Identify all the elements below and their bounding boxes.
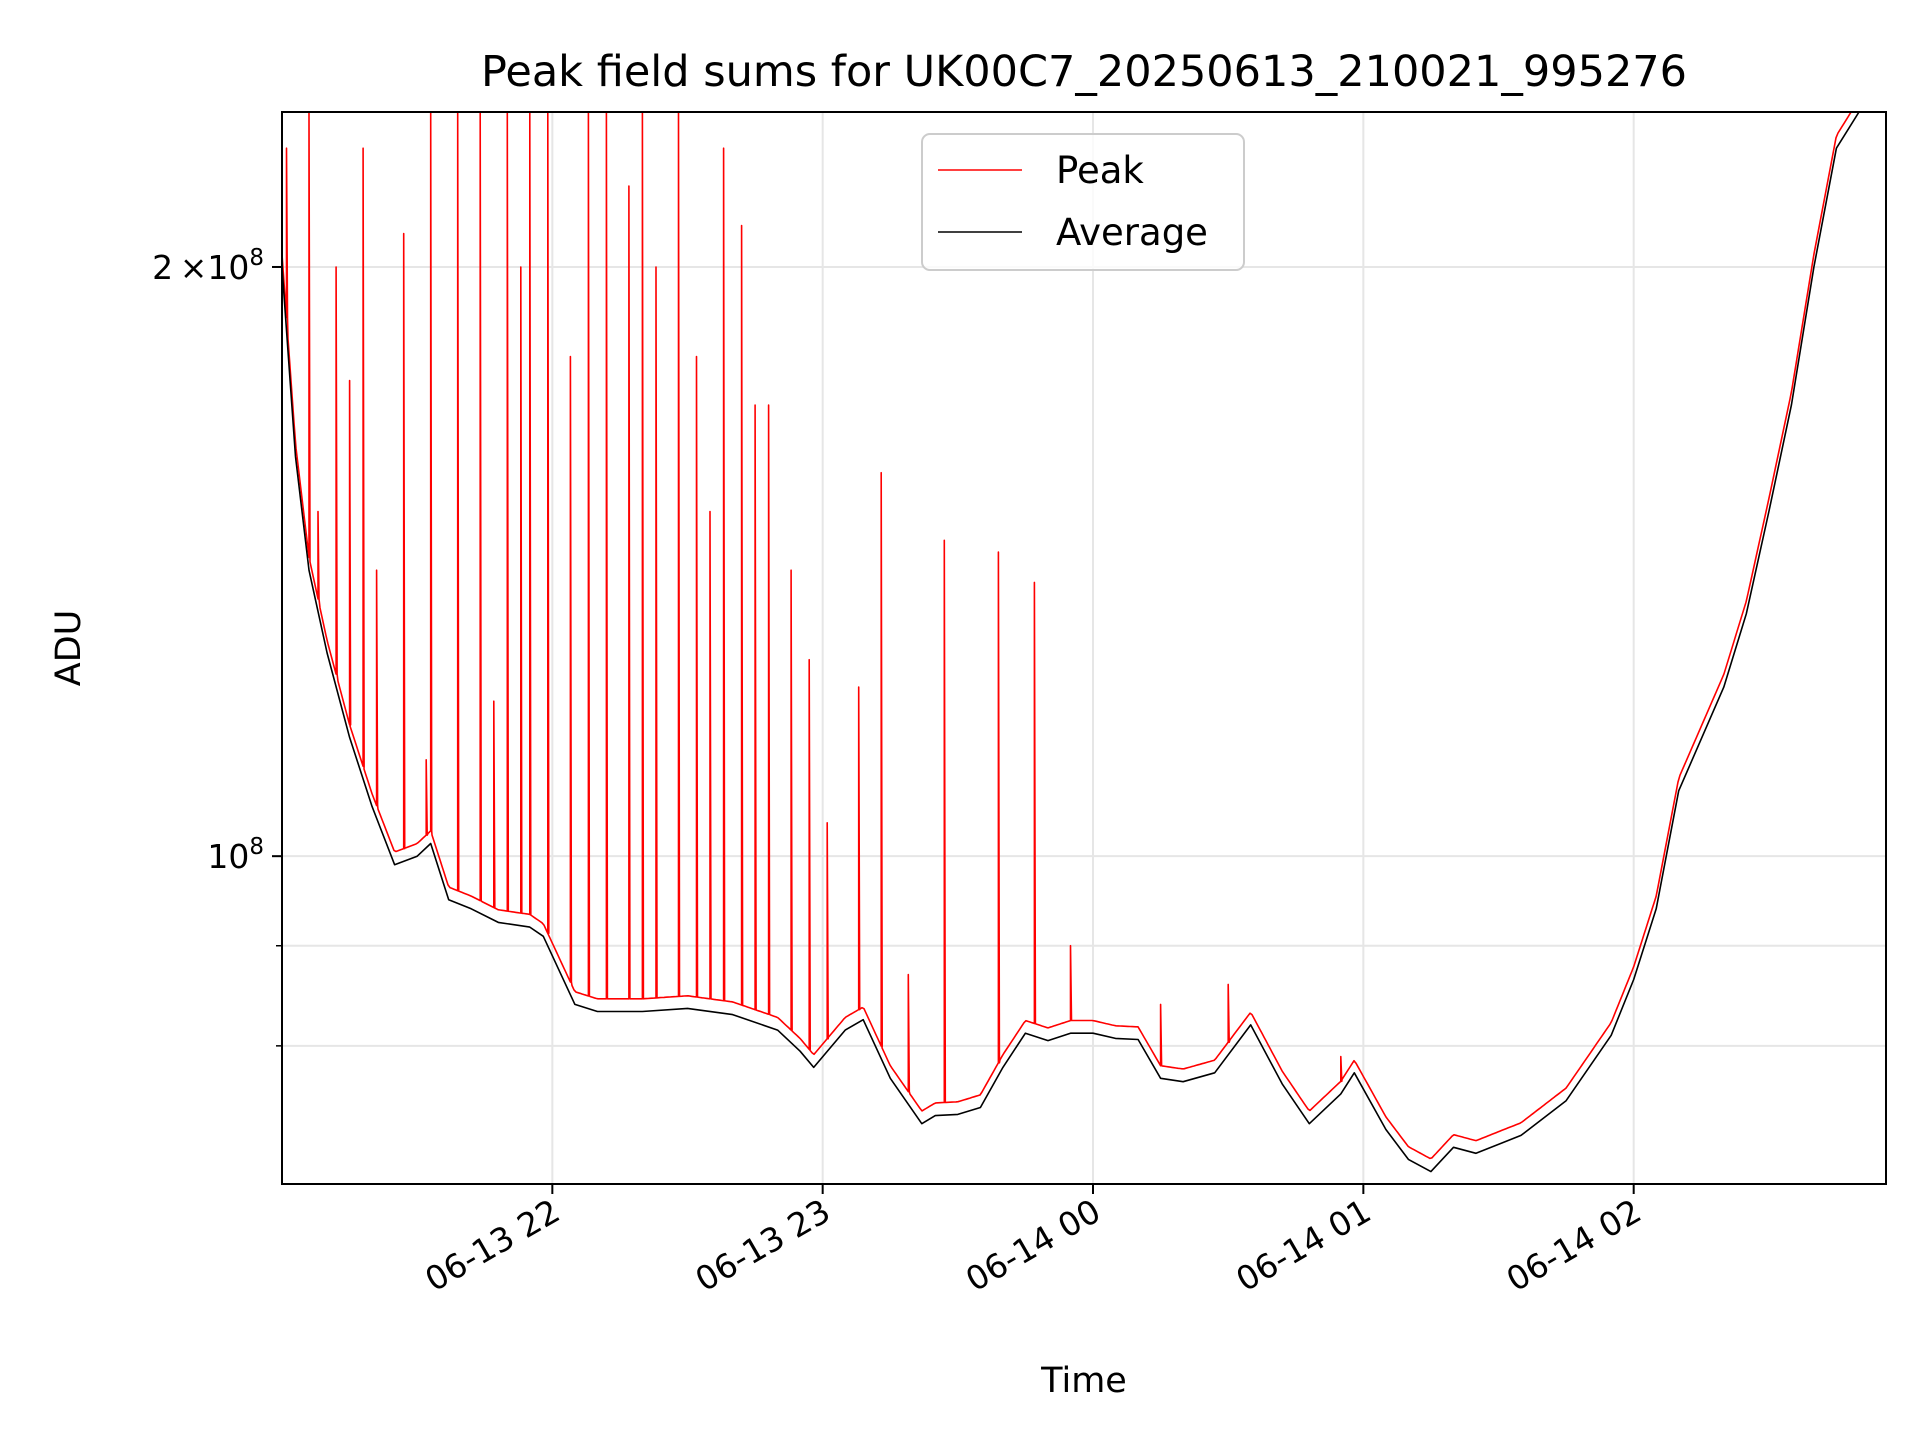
y-tick-label: 2 ×108 [152, 245, 264, 287]
legend-box [921, 133, 1245, 271]
x-axis-label: Time [1040, 1361, 1127, 1401]
chart-title: Peak field sums for UK00C7_20250613_2100… [481, 47, 1687, 97]
plot-frame [281, 111, 1887, 1185]
legend-label-average: Average [1056, 211, 1208, 254]
legend-label-peak: Peak [1056, 149, 1144, 192]
series-line-peak [282, 112, 1853, 1160]
y-tick-label: 108 [207, 834, 264, 876]
plot-area [282, 112, 1860, 1173]
y-axis-label: ADU [49, 610, 89, 687]
legend: Peak Average [921, 133, 1245, 271]
grid [282, 112, 1886, 1184]
series-line-average [282, 112, 1860, 1173]
